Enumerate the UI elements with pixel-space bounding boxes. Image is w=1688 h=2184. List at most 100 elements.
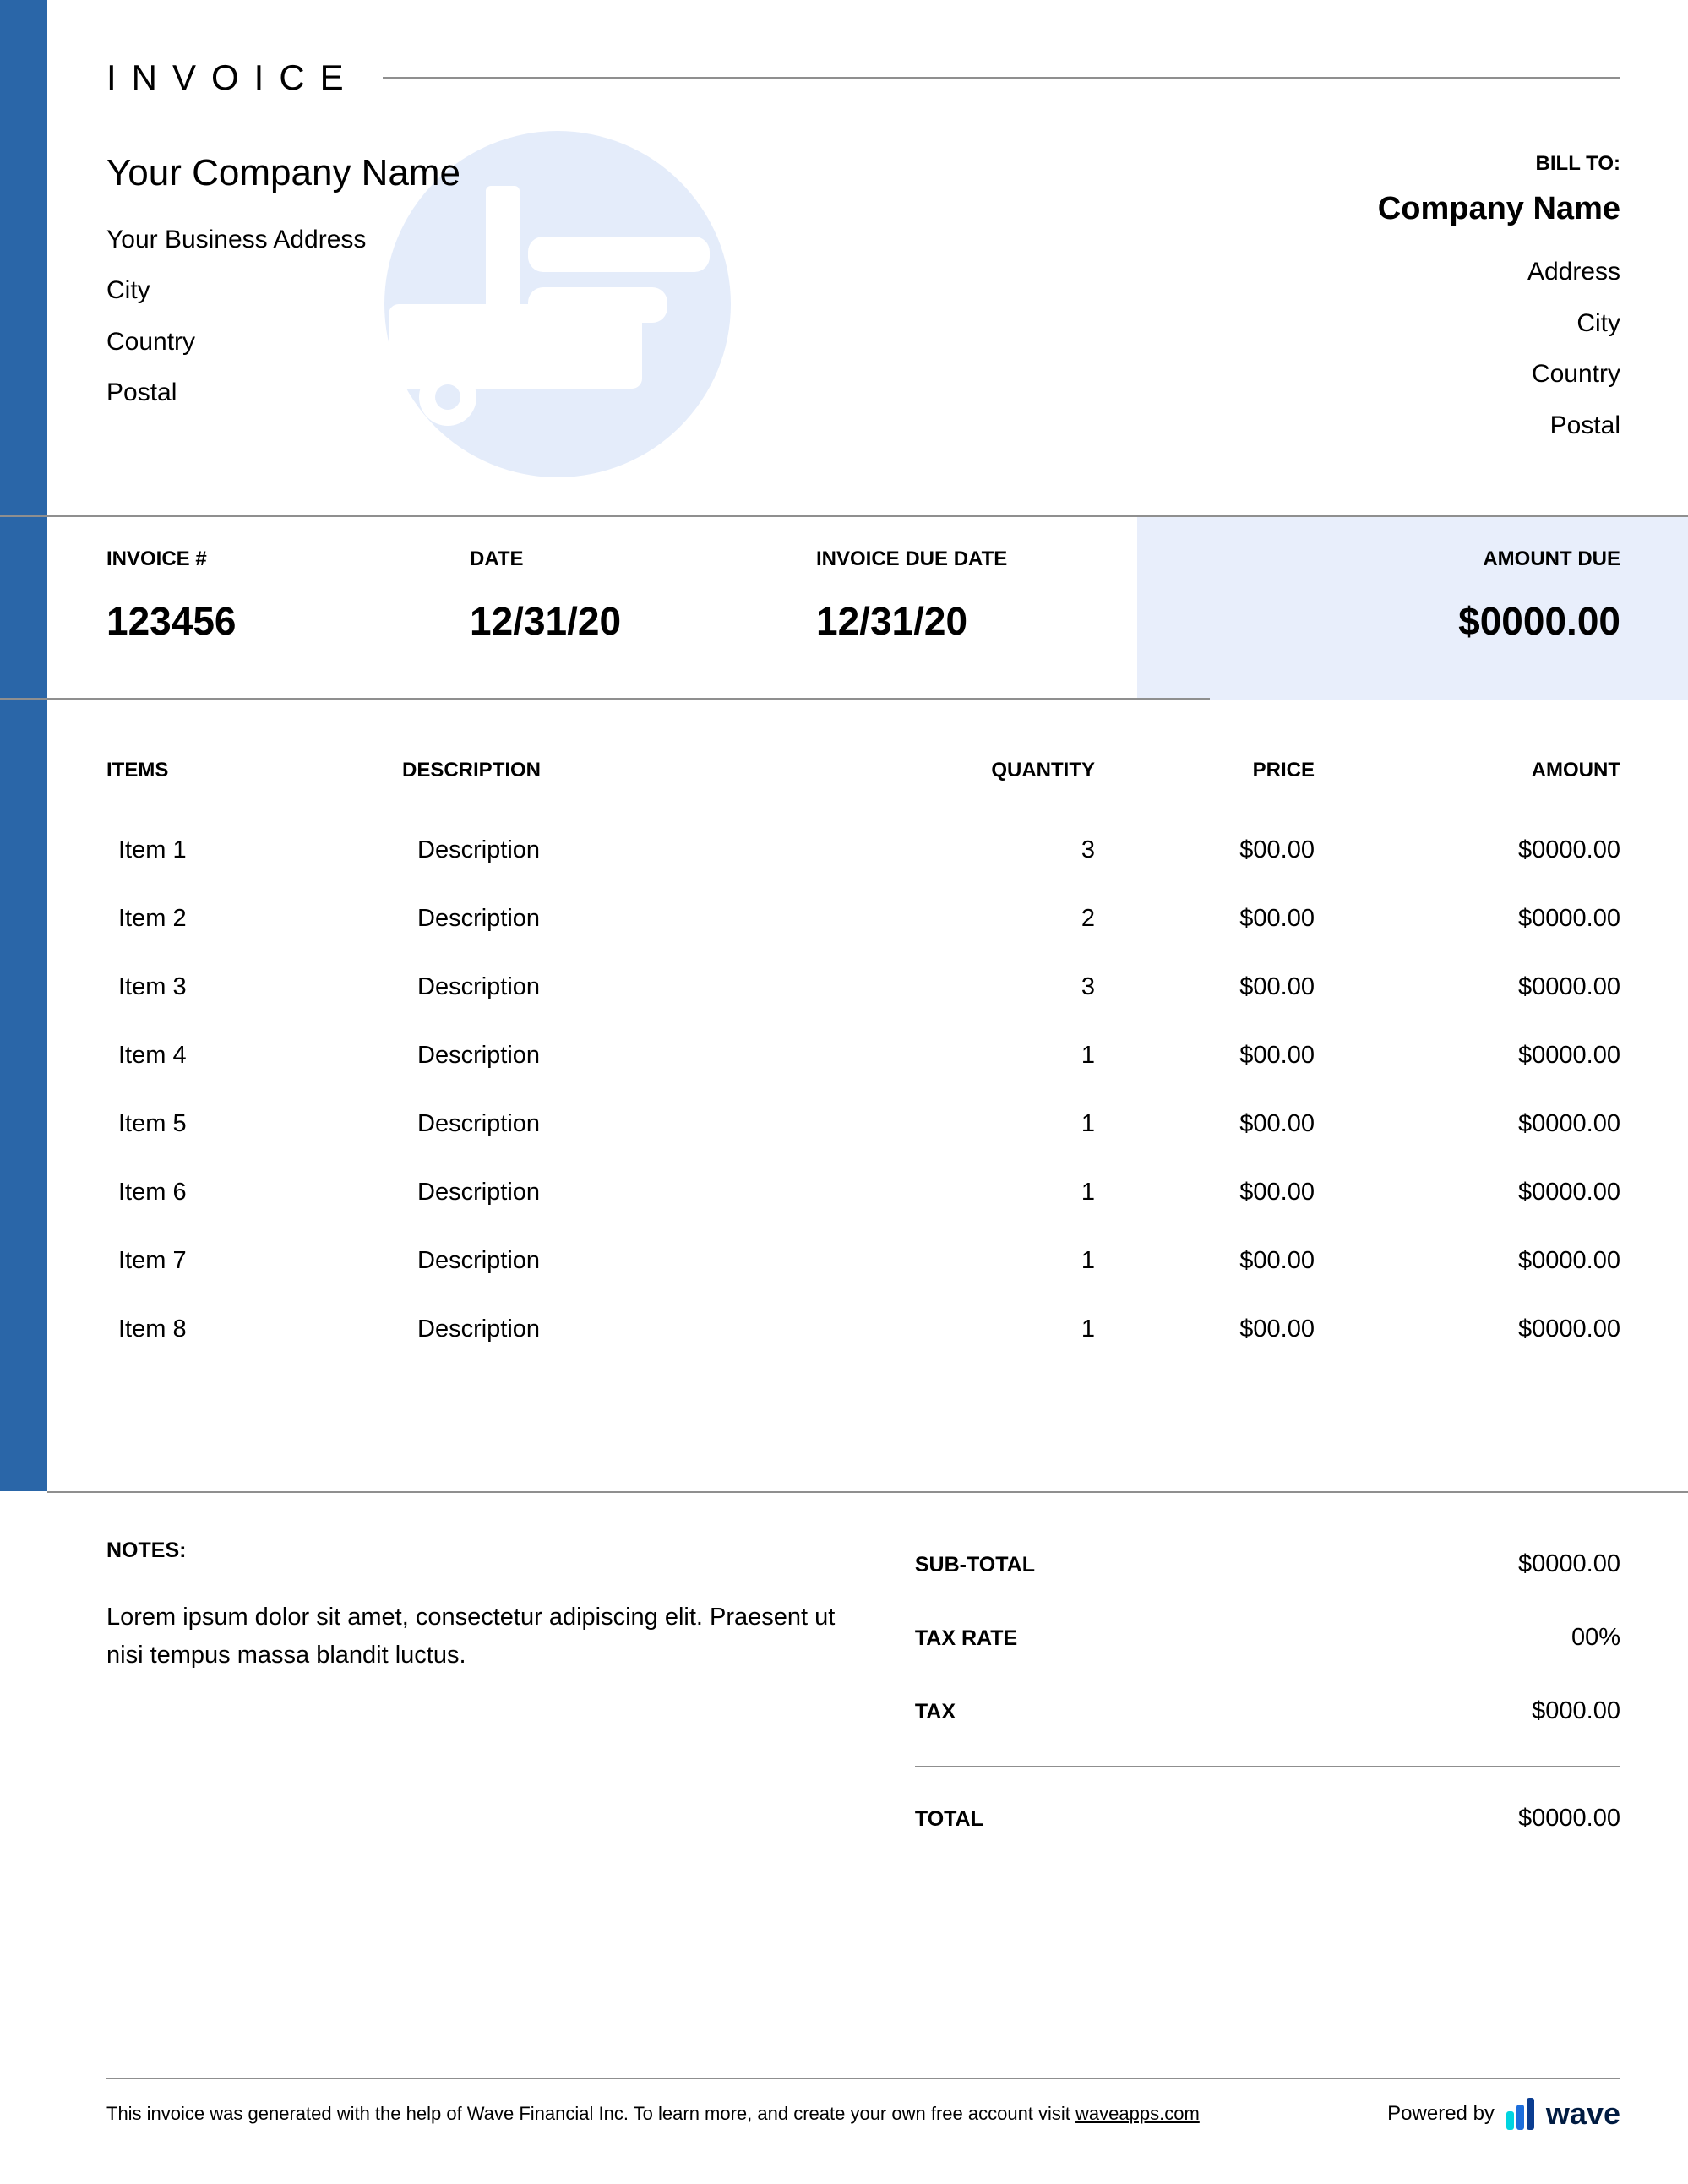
col-quantity: QUANTITY [867, 759, 1095, 782]
item-price: $00.00 [1095, 1110, 1315, 1138]
item-quantity: 3 [867, 973, 1095, 1001]
item-name: Item 4 [106, 1042, 402, 1070]
item-amount: $0000.00 [1315, 1315, 1620, 1343]
item-name: Item 6 [106, 1179, 402, 1206]
footer: This invoice was generated with the help… [106, 2078, 1620, 2132]
taxrate-label: TAX RATE [915, 1626, 1017, 1651]
bill-to-country: Country [1378, 360, 1620, 389]
item-amount: $0000.00 [1315, 1110, 1620, 1138]
bill-to-company: Company Name [1378, 191, 1620, 228]
item-amount: $0000.00 [1315, 1179, 1620, 1206]
notes-block: NOTES: Lorem ipsum dolor sit amet, conse… [106, 1539, 847, 1866]
item-quantity: 1 [867, 1179, 1095, 1206]
item-row: Item 1Description3$00.00$0000.00 [106, 816, 1620, 885]
items-table: ITEMS DESCRIPTION QUANTITY PRICE AMOUNT … [0, 700, 1688, 1364]
col-price: PRICE [1095, 759, 1315, 782]
from-country: Country [106, 328, 460, 357]
item-price: $00.00 [1095, 1247, 1315, 1275]
due-date: 12/31/20 [816, 598, 1137, 644]
item-price: $00.00 [1095, 1042, 1315, 1070]
bill-to-city: City [1378, 309, 1620, 339]
invoice-date-label: DATE [470, 547, 757, 571]
header-row: INVOICE [106, 0, 1620, 98]
bill-to-block: BILL TO: Company Name Address City Count… [1378, 152, 1620, 462]
item-row: Item 5Description1$00.00$0000.00 [106, 1090, 1620, 1158]
item-row: Item 3Description3$00.00$0000.00 [106, 953, 1620, 1021]
item-description: Description [402, 1042, 867, 1070]
from-city: City [106, 276, 460, 306]
tax-value: $000.00 [1532, 1697, 1620, 1725]
header-divider [383, 77, 1620, 79]
bill-to-address: Address [1378, 258, 1620, 287]
invoice-date: 12/31/20 [470, 598, 757, 644]
from-postal: Postal [106, 379, 460, 408]
powered-by: Powered by wave [1387, 2096, 1620, 2132]
footer-link[interactable]: waveapps.com [1075, 2103, 1200, 2124]
amount-due-label: AMOUNT DUE [1137, 547, 1620, 571]
tax-label: TAX [915, 1700, 956, 1724]
item-price: $00.00 [1095, 973, 1315, 1001]
subtotal-label: SUB-TOTAL [915, 1553, 1035, 1577]
item-amount: $0000.00 [1315, 1042, 1620, 1070]
item-quantity: 2 [867, 905, 1095, 933]
from-address: Your Business Address [106, 226, 460, 255]
from-block: Your Company Name Your Business Address … [106, 152, 460, 462]
item-price: $00.00 [1095, 1179, 1315, 1206]
col-description: DESCRIPTION [402, 759, 867, 782]
footer-text: This invoice was generated with the help… [106, 2103, 1200, 2125]
from-company: Your Company Name [106, 152, 460, 195]
item-quantity: 3 [867, 836, 1095, 864]
total-label: TOTAL [915, 1807, 983, 1832]
item-amount: $0000.00 [1315, 1247, 1620, 1275]
invoice-number-label: INVOICE # [106, 547, 411, 571]
invoice-number: 123456 [106, 598, 411, 644]
totals-divider [915, 1766, 1620, 1767]
footer-text-pre: This invoice was generated with the help… [106, 2103, 1075, 2124]
items-header-row: ITEMS DESCRIPTION QUANTITY PRICE AMOUNT [106, 700, 1620, 816]
item-description: Description [402, 905, 867, 933]
item-name: Item 2 [106, 905, 402, 933]
taxrate-value: 00% [1571, 1624, 1620, 1652]
summary-zone: NOTES: Lorem ipsum dolor sit amet, conse… [0, 1491, 1688, 1866]
item-row: Item 6Description1$00.00$0000.00 [106, 1158, 1620, 1227]
item-quantity: 1 [867, 1042, 1095, 1070]
item-row: Item 7Description1$00.00$0000.00 [106, 1227, 1620, 1295]
item-quantity: 1 [867, 1247, 1095, 1275]
item-amount: $0000.00 [1315, 905, 1620, 933]
item-description: Description [402, 1315, 867, 1343]
item-description: Description [402, 1110, 867, 1138]
total-value: $0000.00 [1518, 1805, 1620, 1833]
item-price: $00.00 [1095, 836, 1315, 864]
document-title: INVOICE [106, 57, 359, 98]
due-date-label: INVOICE DUE DATE [816, 547, 1137, 571]
item-row: Item 2Description2$00.00$0000.00 [106, 885, 1620, 953]
item-name: Item 1 [106, 836, 402, 864]
amount-due: $0000.00 [1137, 598, 1620, 644]
col-items: ITEMS [106, 759, 402, 782]
item-row: Item 8Description1$00.00$0000.00 [106, 1295, 1620, 1364]
item-name: Item 3 [106, 973, 402, 1001]
item-description: Description [402, 973, 867, 1001]
powered-by-label: Powered by [1387, 2102, 1495, 2126]
meta-bar: INVOICE # 123456 DATE 12/31/20 INVOICE D… [0, 515, 1688, 700]
item-price: $00.00 [1095, 905, 1315, 933]
item-name: Item 8 [106, 1315, 402, 1343]
item-description: Description [402, 836, 867, 864]
item-name: Item 5 [106, 1110, 402, 1138]
item-amount: $0000.00 [1315, 973, 1620, 1001]
item-price: $00.00 [1095, 1315, 1315, 1343]
subtotal-value: $0000.00 [1518, 1550, 1620, 1578]
item-description: Description [402, 1179, 867, 1206]
notes-label: NOTES: [106, 1539, 847, 1563]
bill-to-label: BILL TO: [1378, 152, 1620, 176]
col-amount: AMOUNT [1315, 759, 1620, 782]
item-row: Item 4Description1$00.00$0000.00 [106, 1021, 1620, 1090]
item-description: Description [402, 1247, 867, 1275]
wave-logo-icon [1506, 2098, 1534, 2130]
invoice-page: INVOICE Your Company Name Your Business … [0, 0, 1688, 2184]
notes-text: Lorem ipsum dolor sit amet, consectetur … [106, 1599, 847, 1675]
bill-to-postal: Postal [1378, 411, 1620, 441]
wave-brand-text: wave [1546, 2096, 1620, 2132]
item-quantity: 1 [867, 1110, 1095, 1138]
item-quantity: 1 [867, 1315, 1095, 1343]
